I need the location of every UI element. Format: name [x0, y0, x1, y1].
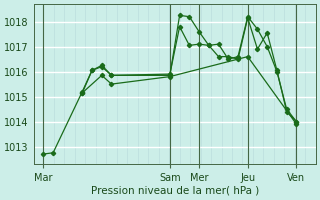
X-axis label: Pression niveau de la mer( hPa ): Pression niveau de la mer( hPa )	[91, 186, 259, 196]
